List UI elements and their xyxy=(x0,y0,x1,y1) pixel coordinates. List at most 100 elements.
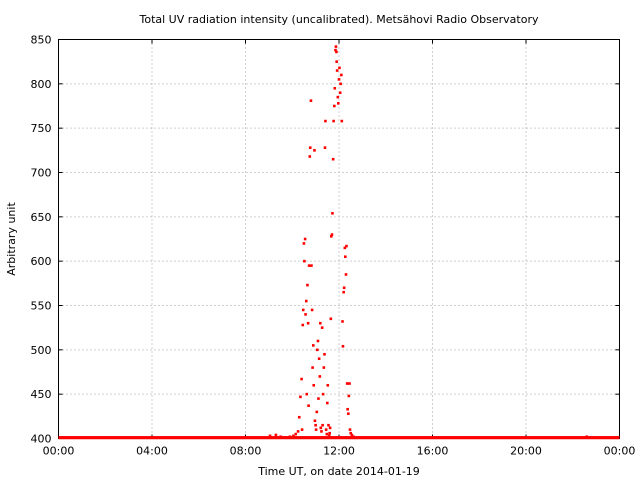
data-point xyxy=(330,233,334,236)
grid-lines xyxy=(58,39,620,439)
data-point xyxy=(338,66,341,70)
data-point xyxy=(308,146,312,149)
y-tick-label: 600 xyxy=(31,255,52,268)
data-point xyxy=(319,426,323,430)
data-point xyxy=(305,392,309,396)
data-point xyxy=(335,50,338,54)
data-point xyxy=(314,428,318,431)
data-point xyxy=(345,244,348,248)
data-point xyxy=(354,436,357,439)
data-point xyxy=(319,321,322,325)
data-point xyxy=(321,392,325,396)
data-point xyxy=(300,377,303,381)
data-point xyxy=(297,415,301,419)
data-point xyxy=(348,382,351,385)
data-point xyxy=(304,299,308,303)
x-tick-label: 08:00 xyxy=(230,445,262,458)
data-point xyxy=(346,407,349,411)
data-point xyxy=(292,434,295,438)
data-point xyxy=(328,426,332,430)
data-point xyxy=(341,344,345,348)
data-point xyxy=(301,323,305,327)
data-point xyxy=(314,423,317,427)
data-point xyxy=(303,259,306,263)
data-point xyxy=(322,366,326,369)
data-point xyxy=(320,326,324,329)
x-axis-ticks: 00:00 04:00 08:00 12:00 16:00 20:00 00:00 xyxy=(43,39,635,458)
y-axis-ticks: 400 450 500 550 600 650 700 750 800 850 xyxy=(31,34,620,446)
data-point xyxy=(334,45,338,48)
data-point xyxy=(342,290,345,294)
data-point xyxy=(334,48,337,52)
data-point xyxy=(332,119,335,123)
data-point xyxy=(310,308,314,312)
data-point xyxy=(344,255,347,259)
data-point xyxy=(328,431,331,435)
data-point xyxy=(347,394,351,398)
data-point xyxy=(316,339,320,343)
data-point xyxy=(327,434,331,438)
data-point xyxy=(299,395,302,399)
data-point xyxy=(337,78,341,81)
data-point xyxy=(315,348,319,352)
data-point xyxy=(302,242,306,245)
data-point xyxy=(288,435,292,439)
y-tick-label: 700 xyxy=(31,167,52,180)
data-point xyxy=(335,60,338,63)
data-point xyxy=(318,375,322,378)
data-point xyxy=(333,104,336,108)
data-point xyxy=(304,313,307,316)
y-tick-label: 750 xyxy=(31,122,52,135)
data-point xyxy=(313,419,317,423)
data-point xyxy=(340,73,343,77)
data-point xyxy=(342,286,346,290)
data-point xyxy=(338,91,342,94)
y-tick-label: 400 xyxy=(31,433,52,446)
data-point xyxy=(306,283,309,287)
x-axis-label: Time UT, on date 2014-01-19 xyxy=(257,465,420,478)
data-point xyxy=(343,246,347,250)
data-point xyxy=(336,95,340,99)
data-point xyxy=(335,69,339,72)
data-point xyxy=(323,352,326,356)
y-tick-label: 550 xyxy=(31,300,52,313)
data-point xyxy=(331,211,334,215)
data-point xyxy=(306,321,310,325)
data-point xyxy=(313,149,316,152)
data-point xyxy=(283,436,287,439)
data-point xyxy=(324,119,327,123)
data-point xyxy=(312,384,316,387)
data-point xyxy=(333,86,337,90)
data-point xyxy=(344,273,348,276)
data-point xyxy=(352,435,355,439)
data-point xyxy=(308,155,312,158)
data-series xyxy=(58,45,620,440)
data-point xyxy=(296,430,300,433)
data-point xyxy=(317,357,321,360)
data-point xyxy=(300,428,304,431)
data-point xyxy=(309,99,313,102)
data-point xyxy=(303,237,307,241)
plot-area-frame xyxy=(58,39,620,439)
baseline-points xyxy=(58,436,620,440)
data-point xyxy=(274,433,278,437)
x-tick-label: 04:00 xyxy=(136,445,168,458)
data-point xyxy=(268,434,272,438)
data-point xyxy=(307,264,311,267)
y-tick-label: 850 xyxy=(31,34,52,47)
data-point xyxy=(337,102,340,105)
data-point xyxy=(321,423,324,427)
data-point xyxy=(329,235,333,238)
data-point xyxy=(339,82,342,86)
data-point xyxy=(301,308,305,312)
data-point xyxy=(585,435,589,439)
data-point xyxy=(324,428,328,431)
data-point xyxy=(347,412,350,415)
data-point xyxy=(310,264,313,267)
data-point xyxy=(350,433,354,437)
data-point xyxy=(340,119,344,123)
data-point xyxy=(331,157,335,161)
chart-title: Total UV radiation intensity (uncalibrat… xyxy=(139,13,539,26)
data-point xyxy=(349,431,352,435)
